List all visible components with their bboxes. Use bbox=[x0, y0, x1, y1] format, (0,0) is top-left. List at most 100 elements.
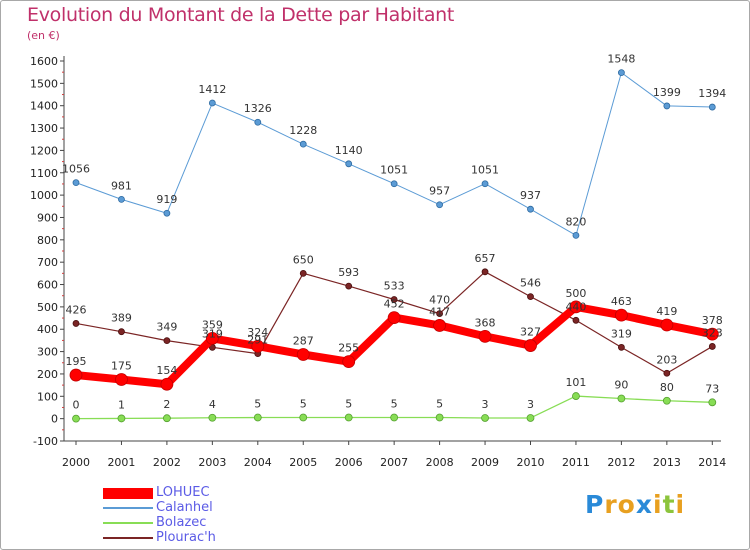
data-label: 1140 bbox=[335, 144, 363, 157]
data-label: 533 bbox=[384, 280, 405, 293]
x-tick-label: 2014 bbox=[698, 456, 726, 469]
data-label: 80 bbox=[660, 381, 674, 394]
x-tick-label: 2008 bbox=[426, 456, 454, 469]
data-label: 359 bbox=[202, 318, 223, 331]
data-label: 5 bbox=[391, 398, 398, 411]
y-tick-label: 700 bbox=[37, 256, 58, 269]
data-point bbox=[296, 348, 310, 361]
x-tick-label: 2007 bbox=[380, 456, 408, 469]
data-point bbox=[617, 394, 626, 403]
proxiti-logo: Proxiti bbox=[585, 490, 685, 519]
data-label: 3 bbox=[482, 398, 489, 411]
x-tick-label: 2004 bbox=[244, 456, 272, 469]
data-point bbox=[618, 343, 625, 351]
data-point bbox=[390, 413, 399, 422]
data-point bbox=[345, 282, 353, 290]
x-tick-label: 2003 bbox=[198, 456, 226, 469]
logo-letter: P bbox=[585, 490, 605, 519]
legend-swatch bbox=[103, 537, 153, 539]
data-label: 937 bbox=[520, 189, 541, 202]
y-tick-label: 300 bbox=[37, 346, 58, 359]
data-point bbox=[708, 398, 717, 407]
data-label: 1228 bbox=[289, 124, 317, 137]
data-point bbox=[390, 180, 398, 188]
y-tick-label: 800 bbox=[37, 234, 58, 247]
data-label: 1051 bbox=[380, 164, 408, 177]
legend-label: LOHUEC bbox=[156, 485, 210, 500]
data-label: 500 bbox=[565, 287, 586, 300]
data-label: 1394 bbox=[698, 87, 726, 100]
y-tick-label: -100 bbox=[33, 435, 58, 448]
data-label: 2 bbox=[163, 398, 170, 411]
data-point bbox=[118, 195, 125, 203]
x-tick-label: 2010 bbox=[517, 456, 545, 469]
data-point bbox=[299, 140, 307, 148]
data-point bbox=[387, 311, 401, 325]
data-point bbox=[435, 413, 444, 422]
logo-letter: o bbox=[617, 490, 636, 519]
data-label: 470 bbox=[429, 294, 450, 307]
x-tick-label: 2009 bbox=[471, 456, 499, 469]
chart-title: Evolution du Montant de la Dette par Hab… bbox=[27, 4, 455, 26]
data-label: 349 bbox=[156, 321, 177, 334]
data-point bbox=[662, 396, 671, 405]
data-point bbox=[615, 308, 628, 322]
data-point bbox=[162, 414, 171, 423]
data-label: 195 bbox=[66, 355, 87, 368]
data-point bbox=[481, 414, 489, 422]
data-point bbox=[299, 269, 307, 277]
data-point bbox=[526, 414, 535, 422]
data-label: 175 bbox=[111, 360, 132, 373]
data-point bbox=[708, 343, 716, 350]
data-label: 73 bbox=[705, 382, 719, 395]
data-label: 1399 bbox=[653, 86, 681, 99]
y-tick-label: 200 bbox=[37, 368, 58, 381]
data-label: 1 bbox=[118, 398, 125, 411]
data-label: 1326 bbox=[244, 102, 272, 115]
data-point bbox=[72, 179, 80, 187]
data-label: 419 bbox=[656, 305, 677, 318]
data-label: 820 bbox=[565, 215, 586, 228]
data-point bbox=[342, 355, 356, 369]
data-label: 919 bbox=[156, 193, 177, 206]
y-tick-label: 600 bbox=[37, 279, 58, 292]
legend-swatch bbox=[103, 507, 153, 509]
y-tick-label: 1400 bbox=[30, 100, 58, 113]
data-label: 4 bbox=[209, 398, 216, 411]
logo-letter: i bbox=[653, 490, 663, 519]
data-point bbox=[705, 327, 719, 341]
data-label: 5 bbox=[254, 398, 261, 411]
y-tick-label: 400 bbox=[37, 323, 58, 336]
data-label: 650 bbox=[293, 253, 314, 266]
data-point bbox=[205, 331, 219, 345]
logo-letter: i bbox=[675, 490, 686, 519]
data-point bbox=[708, 103, 716, 111]
data-label: 546 bbox=[520, 277, 541, 290]
data-point bbox=[481, 180, 489, 188]
data-point bbox=[72, 320, 80, 327]
data-point bbox=[433, 319, 447, 332]
data-point bbox=[299, 413, 308, 422]
data-label: 1051 bbox=[471, 164, 499, 177]
data-label: 657 bbox=[475, 252, 496, 265]
data-label: 324 bbox=[247, 326, 268, 339]
y-tick-label: 1500 bbox=[30, 77, 58, 90]
data-point bbox=[524, 339, 537, 352]
y-tick-label: 0 bbox=[51, 413, 58, 426]
data-label: 5 bbox=[436, 398, 443, 411]
logo-letter: r bbox=[604, 490, 618, 519]
data-point bbox=[663, 369, 671, 377]
data-label: 5 bbox=[300, 398, 307, 411]
data-label: 0 bbox=[73, 399, 80, 412]
data-label: 291 bbox=[247, 334, 268, 347]
data-point bbox=[390, 296, 398, 303]
data-point bbox=[117, 414, 126, 423]
x-tick-label: 2005 bbox=[289, 456, 317, 469]
data-point bbox=[436, 201, 444, 209]
data-point bbox=[478, 329, 492, 343]
logo-letter: x bbox=[635, 490, 653, 519]
data-label: 1548 bbox=[607, 53, 635, 66]
data-label: 3 bbox=[527, 398, 534, 411]
y-tick-label: 1600 bbox=[30, 55, 58, 68]
